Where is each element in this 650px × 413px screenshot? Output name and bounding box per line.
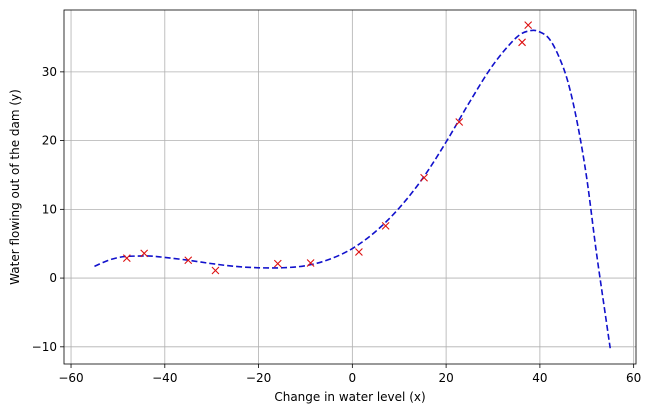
x-tick-label: −60 xyxy=(58,371,83,385)
data-point xyxy=(122,254,131,263)
axis-ticks: −60 −40 −20 0 20 40 60 −10 0 10 20 30 xyxy=(32,65,642,385)
data-point xyxy=(455,118,464,126)
y-tick-label: −10 xyxy=(32,340,57,354)
data-point xyxy=(273,259,282,268)
data-point xyxy=(306,259,315,267)
x-tick-label: 20 xyxy=(438,371,453,385)
fit-curve xyxy=(94,29,612,349)
y-axis-label: Water flowing out of the dam (y) xyxy=(8,89,22,285)
data-points-layer xyxy=(122,21,533,275)
y-tick-label: 30 xyxy=(42,65,57,79)
plot-frame xyxy=(63,9,637,365)
data-point xyxy=(524,21,533,30)
y-tick-label: 10 xyxy=(42,202,57,216)
x-axis-label: Change in water level (x) xyxy=(274,390,425,404)
x-tick-label: −40 xyxy=(152,371,177,385)
x-tick-label: 40 xyxy=(532,371,547,385)
x-tick-label: 0 xyxy=(349,371,357,385)
data-point xyxy=(211,266,220,275)
data-point xyxy=(518,38,526,47)
x-tick-label: −20 xyxy=(246,371,271,385)
data-point xyxy=(184,256,193,265)
grid xyxy=(64,10,636,364)
fit-curve-layer xyxy=(94,29,612,349)
y-tick-label: 20 xyxy=(42,134,57,148)
y-tick-label: 0 xyxy=(49,271,57,285)
data-point xyxy=(420,173,428,182)
data-point xyxy=(140,249,149,258)
data-point xyxy=(355,248,363,256)
data-point xyxy=(381,221,390,230)
x-tick-label: 60 xyxy=(626,371,641,385)
